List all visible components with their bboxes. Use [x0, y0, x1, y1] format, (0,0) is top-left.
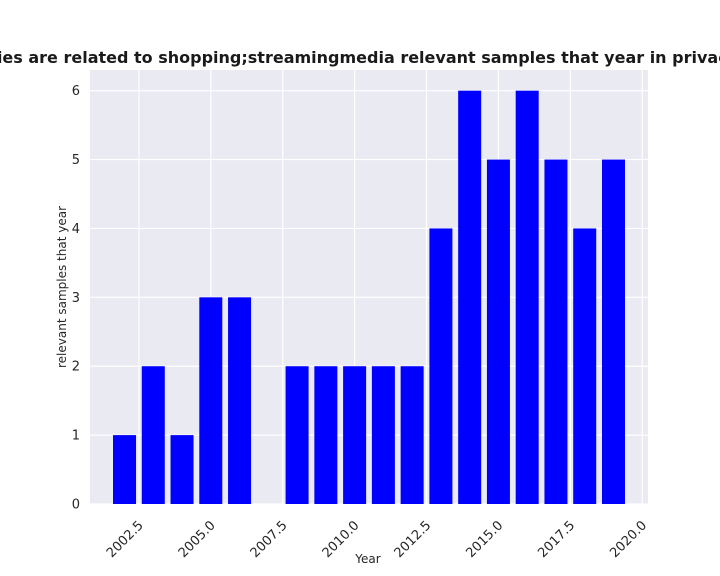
bar	[228, 297, 252, 504]
y-tick-label: 3	[72, 291, 80, 306]
x-tick-label: 2007.5	[248, 518, 291, 561]
y-tick-label: 2	[72, 360, 80, 375]
bar	[573, 228, 597, 504]
y-tick-label: 4	[72, 222, 80, 237]
bar	[371, 366, 395, 504]
bar	[601, 159, 625, 505]
bar	[199, 297, 223, 504]
y-axis-label: relevant samples that year	[55, 206, 69, 368]
bar	[170, 435, 194, 504]
x-tick-label: 2012.5	[392, 518, 435, 561]
bar	[113, 435, 137, 504]
y-axis-ticks: 0 1 2 3 4 5 6	[72, 84, 80, 512]
x-tick-label: 2005.0	[176, 518, 219, 561]
bar	[544, 159, 568, 505]
bar	[314, 366, 338, 504]
bar	[141, 366, 165, 504]
bar	[515, 90, 539, 505]
bar	[285, 366, 309, 504]
y-tick-label: 6	[72, 84, 80, 99]
y-tick-label: 1	[72, 429, 80, 444]
bar	[486, 159, 510, 505]
x-tick-label: 2017.5	[535, 518, 578, 561]
bar	[400, 366, 424, 504]
bars	[113, 90, 625, 505]
x-tick-label: 2020.0	[607, 518, 650, 561]
bar	[343, 366, 367, 504]
chart-title: Categories are related to shopping;strea…	[0, 48, 720, 67]
y-tick-label: 5	[72, 153, 80, 168]
x-axis-label: Year	[354, 552, 380, 566]
y-tick-label: 0	[72, 498, 80, 513]
x-tick-label: 2002.5	[104, 518, 147, 561]
bar	[429, 228, 453, 504]
x-tick-label: 2015.0	[463, 518, 506, 561]
bar	[458, 90, 482, 505]
